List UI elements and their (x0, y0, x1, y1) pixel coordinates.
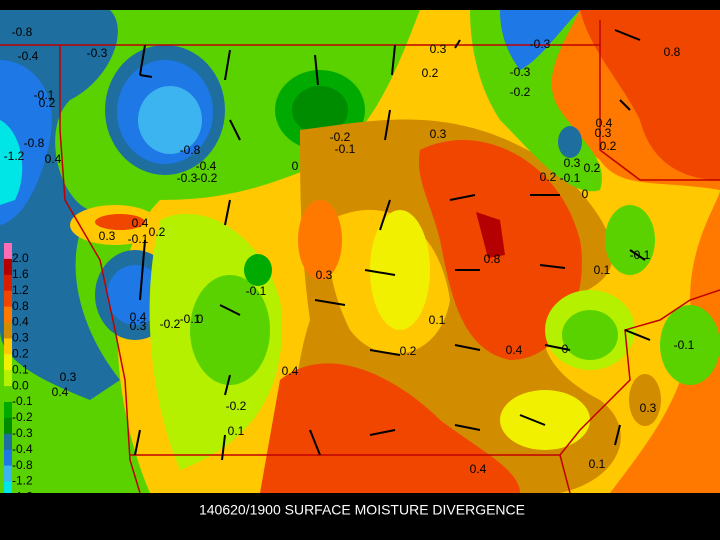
colorbar-label: 0.3 (12, 331, 29, 345)
colorbar-label: 1.6 (12, 267, 29, 281)
colorbar-label: -0.2 (12, 410, 33, 424)
colorbar-band (4, 290, 12, 308)
contour-label: -0.1 (128, 232, 149, 246)
wind-barbs (134, 29, 651, 461)
colorbar-band (4, 386, 12, 403)
contour-labels: -0.8-0.4 -0.3-0.10.2-0.8-1.2 0.4-0.8-0.4-0… (4, 25, 695, 476)
contour-label: -0.3 (87, 46, 108, 60)
contour-label: -0.2 (330, 130, 351, 144)
contour-label: -0.8 (180, 143, 201, 157)
colorbar-band (4, 402, 12, 419)
contour-label: 0.3 (640, 401, 657, 415)
contour-label: 0.1 (429, 313, 446, 327)
colorbar-label: -0.4 (12, 442, 33, 456)
colorbar-label: 0.8 (12, 299, 29, 313)
contour-label: 0.4 (282, 364, 299, 378)
contour-label: 0.2 (400, 344, 417, 358)
colorbar-label: 0.2 (12, 346, 29, 360)
colorbar-band (4, 258, 12, 276)
contour-label: 0.4 (52, 385, 69, 399)
colorbar-band (4, 243, 12, 260)
colorbar-band (4, 306, 12, 323)
colorbar-label: 0.1 (12, 362, 29, 376)
contour-label: 0.3 (430, 127, 447, 141)
contour-label: 0 (582, 187, 589, 201)
footer (0, 493, 720, 540)
colorbar-band (4, 465, 12, 482)
contour-label: 0.4 (132, 216, 149, 230)
colorbar-band (4, 449, 12, 467)
colorbar-band (4, 417, 12, 435)
contour-label: 0 (292, 159, 299, 173)
contour-label: -0.1 (674, 338, 695, 352)
contour-label: -0.3 (530, 37, 551, 51)
contour-label: 0.3 (99, 229, 116, 243)
contour-label: 0.3 (430, 42, 447, 56)
contour-label: -0.4 (18, 49, 39, 63)
contour-label: 0.2 (584, 161, 601, 175)
contour-label: 0.3 (130, 319, 147, 333)
contour-label: 0.1 (589, 457, 606, 471)
contour-label: -0.8 (12, 25, 33, 39)
contour-label: -0.3 (510, 65, 531, 79)
contour-label: 0.2 (600, 139, 617, 153)
contour-label: -1.2 (4, 149, 25, 163)
moisture-field (0, 10, 720, 494)
contour-label: -0.2 (197, 171, 218, 185)
colorbar-band (4, 322, 12, 339)
colorbar-label: 1.2 (12, 283, 29, 297)
contour-label: -0.1 (34, 88, 55, 102)
contour-label: 0 (197, 312, 204, 326)
colorbar: 2.0 1.6 1.2 0.8 0.4 0.30.2 0.1 0.0 -0.1 -0.2 -0.3 -… (4, 243, 33, 514)
colorbar-label: 0.4 (12, 315, 29, 329)
contour-label: -0.2 (510, 85, 531, 99)
contour-label: 0.4 (45, 152, 62, 166)
contour-label: 0.3 (316, 268, 333, 282)
colorbar-label: -0.3 (12, 426, 33, 440)
contour-label: 0.1 (228, 424, 245, 438)
colorbar-label: -0.1 (12, 394, 33, 408)
colorbar-band (4, 338, 12, 355)
contour-label: 0 (562, 342, 569, 356)
contour-label: -0.1 (560, 171, 581, 185)
colorbar-band (4, 481, 12, 498)
contour-label: -0.3 (177, 171, 198, 185)
contour-label: -0.4 (196, 159, 217, 173)
contour-label: -0.1 (246, 284, 267, 298)
contour-label: 0.2 (149, 225, 166, 239)
contour-label: -0.1 (180, 312, 201, 326)
contour-label: -0.8 (24, 136, 45, 150)
contour-label: 0.4 (596, 116, 613, 130)
contour-label: 0.3 (595, 126, 612, 140)
contour-label: 0.4 (506, 343, 523, 357)
contour-label: 0.2 (540, 170, 557, 184)
contour-label: 0.3 (60, 370, 77, 384)
contour-label: 0.8 (664, 45, 681, 59)
contour-label: 0.8 (484, 252, 501, 266)
contour-label: 0.1 (594, 263, 611, 277)
colorbar-label: -0.8 (12, 458, 33, 472)
colorbar-label: -1.2 (12, 474, 33, 488)
colorbar-label: 2.0 (12, 251, 29, 265)
colorbar-band (4, 274, 12, 292)
contour-label: 0.4 (470, 462, 487, 476)
colorbar-band (4, 370, 12, 387)
contour-label: 0.4 (130, 310, 147, 324)
contour-label: -0.1 (335, 142, 356, 156)
colorbar-label: 0.0 (12, 378, 29, 392)
colorbar-band (4, 433, 12, 451)
map-title: 140620/1900 SURFACE MOISTURE DIVERGENCE (199, 502, 525, 518)
contour-label: 0.2 (422, 66, 439, 80)
state-borders (0, 20, 720, 494)
contour-label: 0.3 (564, 156, 581, 170)
contour-label: -0.2 (160, 317, 181, 331)
contour-label: 0.2 (39, 96, 56, 110)
contour-label: -0.2 (226, 399, 247, 413)
colorbar-band (4, 354, 12, 371)
contour-label: -0.1 (630, 248, 651, 262)
